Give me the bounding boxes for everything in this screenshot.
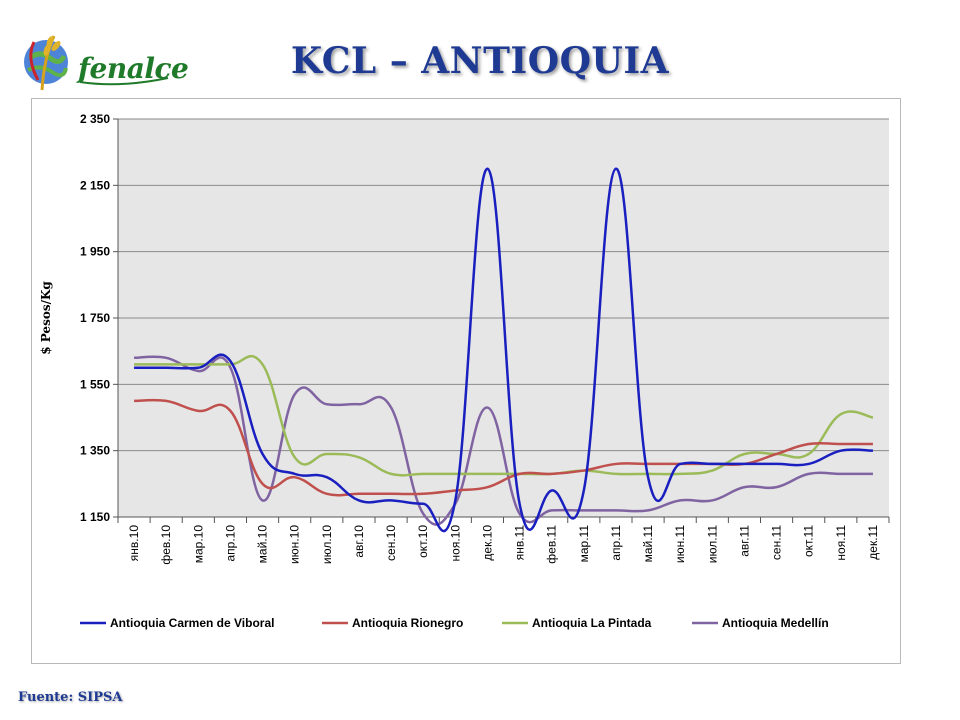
series-line-3 bbox=[134, 355, 874, 477]
x-tick-label: окт.11 bbox=[802, 525, 816, 557]
globe-wheat-icon bbox=[24, 35, 169, 91]
x-tick-label: сен.10 bbox=[384, 525, 398, 561]
x-tick-label: июн.11 bbox=[673, 525, 687, 563]
legend-label: Antioquia Carmen de Viboral bbox=[110, 616, 274, 630]
x-tick-label: мар.10 bbox=[191, 525, 205, 564]
fenalce-logo: fenalce bbox=[20, 28, 189, 94]
x-tick-label: май.10 bbox=[256, 525, 270, 564]
series-line-1 bbox=[134, 167, 873, 533]
y-tick-label: 1 750 bbox=[80, 311, 110, 325]
x-tick-label: мар.11 bbox=[577, 525, 591, 563]
legend-label: Antioquia Medellín bbox=[722, 616, 829, 630]
x-tick-label: дек.11 bbox=[866, 525, 880, 560]
x-tick-label: сен.11 bbox=[770, 525, 784, 560]
x-tick-label: окт.10 bbox=[416, 525, 430, 558]
x-tick-label: апр.11 bbox=[609, 525, 623, 561]
line-chart: 1 150 1 350 1 550 1 750 1 950 2 150 2 350 янв.1… bbox=[39, 112, 890, 630]
legend-label: Antioquia Rionegro bbox=[352, 616, 463, 630]
x-tick-label: янв.11 bbox=[513, 525, 527, 561]
y-tick-label: 2 350 bbox=[80, 112, 110, 126]
x-tick-label: май.11 bbox=[641, 525, 655, 563]
x-tick-label: авг.10 bbox=[352, 525, 366, 558]
x-tick-label: фев.11 bbox=[545, 525, 559, 564]
x-tick-label: ноя.10 bbox=[448, 525, 462, 562]
x-tick-label: янв.10 bbox=[127, 525, 141, 562]
y-tick-label: 2 150 bbox=[80, 178, 110, 192]
y-tick-label: 1 950 bbox=[80, 245, 110, 259]
x-tick-label: авг.11 bbox=[737, 525, 751, 557]
x-tick-label: апр.10 bbox=[223, 525, 237, 562]
x-tick-label: дек.10 bbox=[480, 525, 494, 561]
logo-text: fenalce bbox=[78, 52, 189, 85]
x-tick-label: июн.10 bbox=[288, 525, 302, 564]
y-tick-label: 1 550 bbox=[80, 377, 110, 391]
y-tick-label: 1 150 bbox=[80, 510, 110, 524]
y-tick-label: 1 350 bbox=[80, 444, 110, 458]
series-line-4 bbox=[134, 355, 873, 526]
x-tick-label: июл.11 bbox=[705, 525, 719, 564]
source-note: Fuente: SIPSA bbox=[18, 690, 123, 705]
page-title: KCL – ANTIOQUIA bbox=[290, 40, 670, 82]
x-tick-label: июл.10 bbox=[320, 525, 334, 564]
x-tick-label: ноя.11 bbox=[834, 525, 848, 561]
legend-label: Antioquia La Pintada bbox=[532, 616, 652, 630]
y-axis-label: $ Pesos/Kg bbox=[39, 281, 53, 355]
chart-frame: 1 150 1 350 1 550 1 750 1 950 2 150 2 350 янв.1… bbox=[31, 98, 901, 664]
x-tick-label: фев.10 bbox=[159, 525, 173, 565]
